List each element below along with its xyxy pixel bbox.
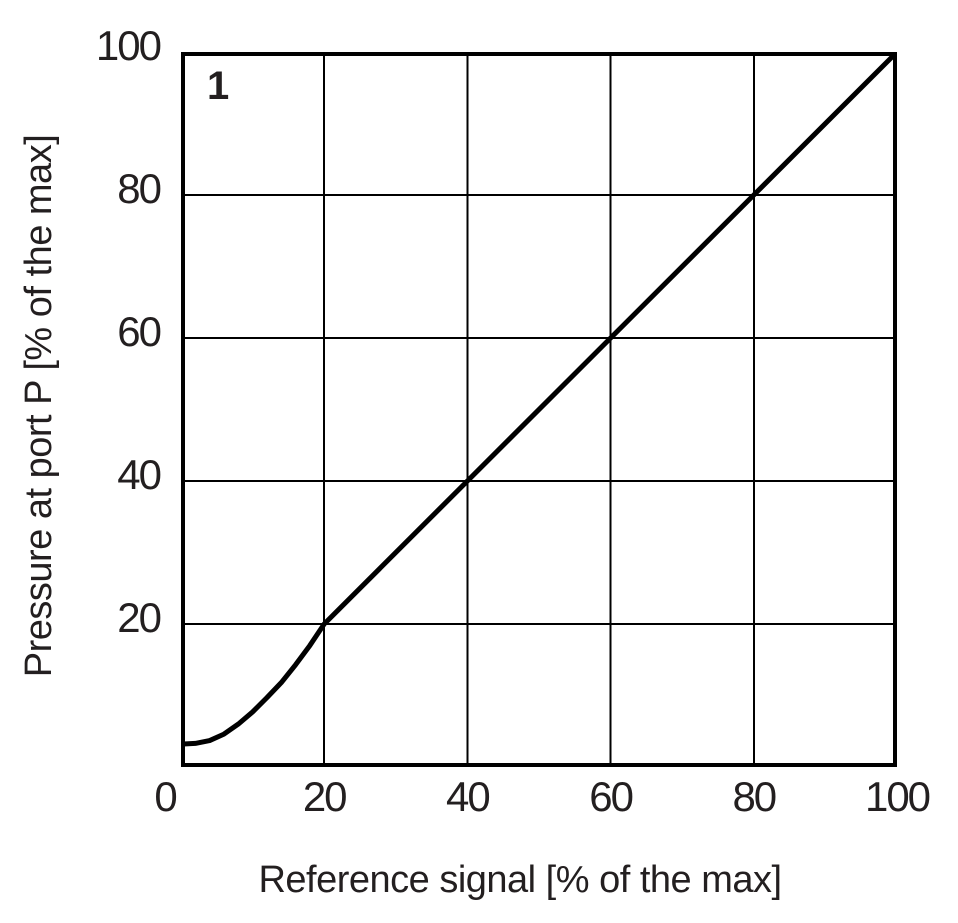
x-tick-label: 40 (446, 773, 491, 820)
chart-canvas (181, 52, 897, 767)
plot-border (181, 52, 897, 767)
y-tick-label: 100 (95, 22, 162, 69)
x-tick-label: 80 (732, 773, 777, 820)
y-axis-title: Pressure at port P [% of the max] (18, 134, 61, 678)
y-tick-label: 80 (117, 165, 162, 212)
x-tick-label: 60 (589, 773, 634, 820)
x-tick-label: 20 (302, 773, 348, 820)
y-tick-label: 20 (117, 594, 162, 641)
x-axis-title: Reference signal [% of the max] (258, 859, 782, 901)
curve-number-label: 1 (207, 64, 230, 108)
y-tick-label: 40 (117, 451, 162, 498)
plot-area: 1 (181, 52, 897, 767)
x-tick-label: 100 (864, 773, 931, 820)
y-tick-label: 60 (117, 308, 162, 355)
x-tick-label: 0 (154, 773, 177, 820)
data-curve (181, 52, 897, 747)
